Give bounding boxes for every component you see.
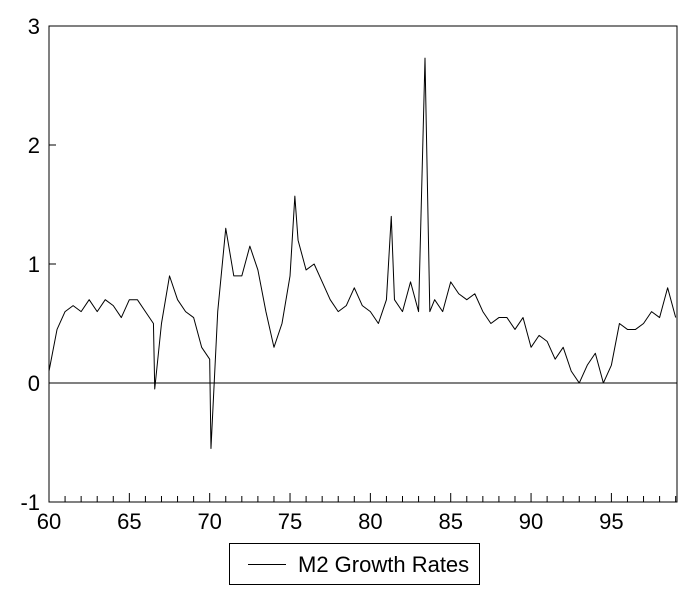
x-tick-label: 60 <box>37 509 61 530</box>
legend-line-swatch <box>248 564 286 565</box>
x-tick-label: 85 <box>438 509 462 530</box>
axis-ticks <box>48 25 677 503</box>
legend-label-m2-growth-rates: M2 Growth Rates <box>298 552 470 577</box>
y-tick-label: 0 <box>28 371 40 396</box>
x-tick-label: 95 <box>599 509 623 530</box>
y-tick-label: 2 <box>28 133 40 158</box>
x-tick-label: 90 <box>519 509 543 530</box>
y-tick-label: 3 <box>28 14 40 39</box>
x-tick-label: 80 <box>358 509 382 530</box>
x-tick-label: 75 <box>278 509 302 530</box>
plot-frame <box>48 25 678 503</box>
x-tick-label: 70 <box>197 509 221 530</box>
tick-labels: -1 0 1 2 3 60 65 70 75 80 85 90 95 <box>20 14 623 530</box>
x-tick-label: 65 <box>117 509 141 530</box>
series-line-m2-growth-rates <box>48 57 677 449</box>
legend: M2 Growth Rates <box>229 543 480 585</box>
line-chart: -1 0 1 2 3 60 65 70 75 80 85 90 95 <box>20 14 678 530</box>
y-tick-label: 1 <box>28 252 40 277</box>
series-layer <box>48 57 677 449</box>
y-tick-label: -1 <box>20 490 40 515</box>
